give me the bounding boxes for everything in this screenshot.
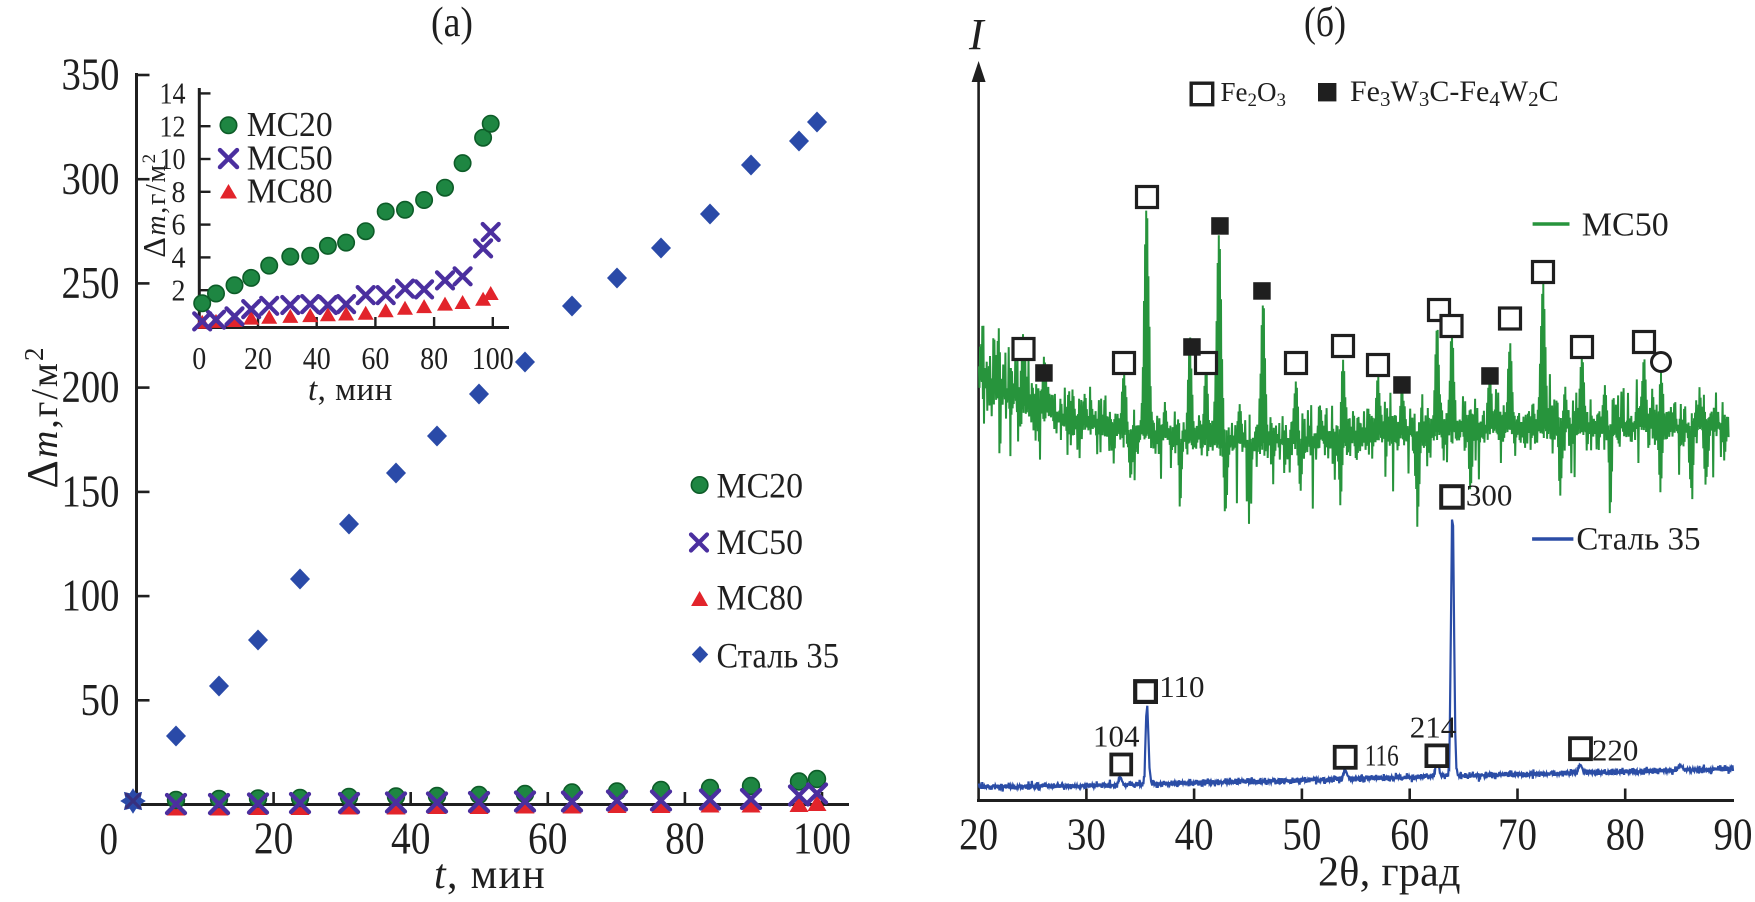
svg-text:I: I xyxy=(968,10,986,59)
svg-text:100: 100 xyxy=(793,814,851,864)
svg-text:70: 70 xyxy=(1498,810,1537,860)
svg-text:60: 60 xyxy=(361,340,389,376)
svg-text:80: 80 xyxy=(665,814,705,864)
svg-text:20: 20 xyxy=(244,340,272,376)
svg-text:Δm,г/м2: Δm,г/м2 xyxy=(18,346,67,489)
svg-text:8: 8 xyxy=(172,174,186,209)
svg-text:Δm,г/м2: Δm,г/м2 xyxy=(136,152,172,258)
svg-text:Fe3W3C-Fe4W2C: Fe3W3C-Fe4W2C xyxy=(1350,75,1559,111)
svg-text:14: 14 xyxy=(160,76,186,111)
svg-text:90: 90 xyxy=(1714,810,1753,860)
svg-text:220: 220 xyxy=(1592,733,1639,768)
svg-text:20: 20 xyxy=(254,814,294,864)
svg-text:40: 40 xyxy=(391,814,431,864)
svg-text:(а): (а) xyxy=(431,0,473,46)
svg-text:200: 200 xyxy=(62,362,120,412)
svg-text:150: 150 xyxy=(62,467,120,517)
svg-text:MC80: MC80 xyxy=(247,172,333,211)
svg-text:0: 0 xyxy=(100,814,119,864)
svg-text:t, мин: t, мин xyxy=(308,372,393,408)
svg-text:0: 0 xyxy=(192,340,206,376)
svg-text:MC20: MC20 xyxy=(717,466,804,506)
svg-text:300: 300 xyxy=(62,154,120,204)
svg-text:20: 20 xyxy=(959,810,998,860)
svg-text:80: 80 xyxy=(420,340,448,376)
svg-text:t, мин: t, мин xyxy=(434,852,546,898)
svg-text:100: 100 xyxy=(472,340,514,376)
svg-text:Сталь 35: Сталь 35 xyxy=(1576,521,1700,557)
svg-text:MC20: MC20 xyxy=(247,105,333,144)
svg-text:4: 4 xyxy=(172,240,186,275)
svg-text:60: 60 xyxy=(1390,810,1429,860)
svg-text:30: 30 xyxy=(1067,810,1106,860)
svg-text:12: 12 xyxy=(160,108,186,143)
svg-text:Fe2O3: Fe2O3 xyxy=(1221,77,1287,111)
svg-text:MC50: MC50 xyxy=(717,522,804,562)
svg-text:40: 40 xyxy=(1175,810,1214,860)
svg-text:50: 50 xyxy=(81,675,120,725)
svg-text:350: 350 xyxy=(62,50,120,100)
svg-text:2θ, град: 2θ, град xyxy=(1318,850,1461,896)
svg-text:110: 110 xyxy=(1159,669,1204,704)
svg-text:MC80: MC80 xyxy=(717,578,804,618)
svg-text:50: 50 xyxy=(1282,810,1321,860)
svg-text:250: 250 xyxy=(62,258,120,308)
svg-text:214: 214 xyxy=(1410,710,1457,745)
svg-text:Сталь 35: Сталь 35 xyxy=(717,636,840,676)
svg-text:100: 100 xyxy=(62,571,120,621)
svg-text:80: 80 xyxy=(1606,810,1645,860)
svg-text:116: 116 xyxy=(1365,738,1399,773)
svg-text:40: 40 xyxy=(303,340,331,376)
svg-text:60: 60 xyxy=(528,814,568,864)
svg-text:10: 10 xyxy=(160,141,186,176)
svg-text:2: 2 xyxy=(172,272,186,307)
svg-text:300: 300 xyxy=(1466,478,1513,513)
svg-text:6: 6 xyxy=(172,207,186,242)
svg-text:104: 104 xyxy=(1093,719,1140,754)
svg-text:MC50: MC50 xyxy=(247,139,333,178)
svg-text:(б): (б) xyxy=(1304,0,1346,46)
svg-text:MC50: MC50 xyxy=(1582,206,1669,243)
